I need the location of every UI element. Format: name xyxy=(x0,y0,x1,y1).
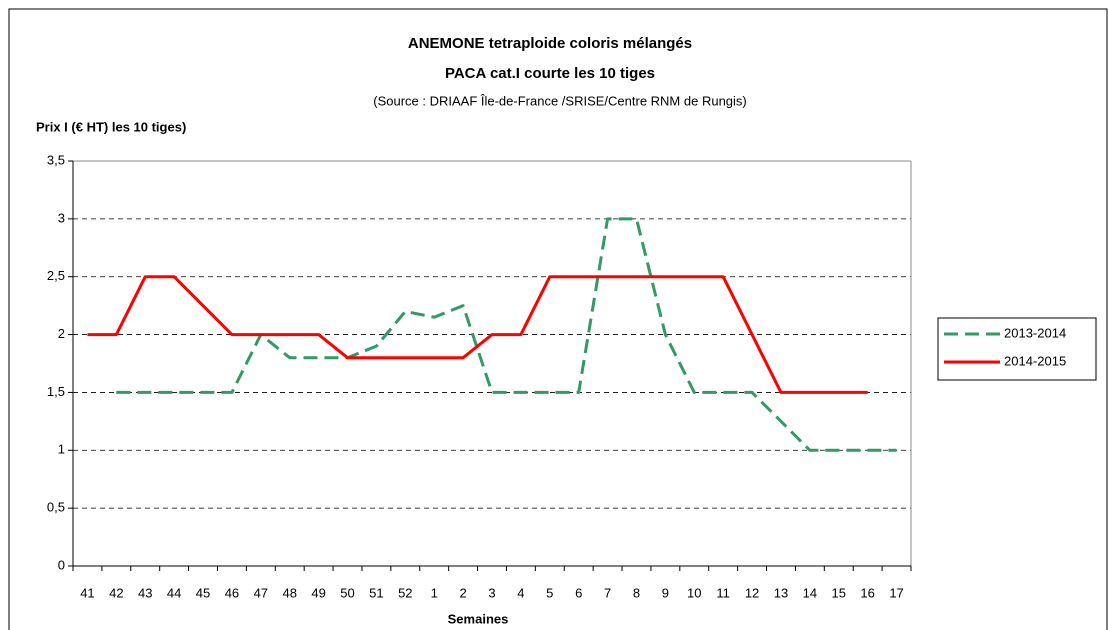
series-line xyxy=(87,275,868,394)
x-tick-label: 51 xyxy=(369,585,383,600)
x-tick-label: 43 xyxy=(138,585,152,600)
x-tick-label: 3 xyxy=(488,585,495,600)
y-tick-label: 0,5 xyxy=(47,500,65,515)
x-tick-label: 47 xyxy=(254,585,268,600)
y-tick-label: 2,5 xyxy=(47,268,65,283)
x-tick-label: 4 xyxy=(517,585,524,600)
x-tick-label: 41 xyxy=(80,585,94,600)
x-tick-label: 1 xyxy=(431,585,438,600)
y-tick-label: 2 xyxy=(58,326,65,341)
legend-box xyxy=(937,317,1097,381)
y-tick-label: 1,5 xyxy=(47,384,65,399)
x-tick-label: 7 xyxy=(604,585,611,600)
chart-frame xyxy=(8,8,1108,630)
x-tick-label: 14 xyxy=(803,585,817,600)
chart-title: ANEMONE tetraploide coloris mélangés xyxy=(408,35,692,52)
chart-source: (Source : DRIAAF Île-de-France /SRISE/Ce… xyxy=(373,93,747,108)
x-tick-label: 17 xyxy=(889,585,903,600)
x-tick-label: 9 xyxy=(662,585,669,600)
y-axis-label: Prix I (€ HT) les 10 tiges) xyxy=(36,119,186,134)
x-tick-label: 44 xyxy=(167,585,181,600)
x-tick-label: 11 xyxy=(716,585,730,600)
x-tick-label: 16 xyxy=(860,585,874,600)
x-tick-label: 10 xyxy=(687,585,701,600)
x-tick-label: 50 xyxy=(340,585,354,600)
y-tick-label: 0 xyxy=(58,557,65,572)
y-tick-label: 3 xyxy=(58,210,65,225)
x-tick-label: 45 xyxy=(196,585,210,600)
series-line xyxy=(116,217,897,452)
x-tick-label: 46 xyxy=(225,585,239,600)
legend-label: 2014-2015 xyxy=(1004,353,1066,368)
x-tick-label: 42 xyxy=(109,585,123,600)
x-tick-label: 13 xyxy=(774,585,788,600)
x-tick-label: 49 xyxy=(311,585,325,600)
y-tick-label: 1 xyxy=(58,442,65,457)
x-tick-label: 12 xyxy=(745,585,759,600)
x-axis-label: Semaines xyxy=(448,611,509,626)
x-tick-label: 5 xyxy=(546,585,553,600)
x-tick-label: 2 xyxy=(459,585,466,600)
x-tick-label: 48 xyxy=(282,585,296,600)
legend-label: 2013-2014 xyxy=(1004,325,1066,340)
chart-subtitle: PACA cat.I courte les 10 tiges xyxy=(445,65,655,82)
x-tick-label: 15 xyxy=(832,585,846,600)
x-tick-label: 8 xyxy=(633,585,640,600)
x-tick-label: 52 xyxy=(398,585,412,600)
y-tick-label: 3,5 xyxy=(47,152,65,167)
x-tick-label: 6 xyxy=(575,585,582,600)
